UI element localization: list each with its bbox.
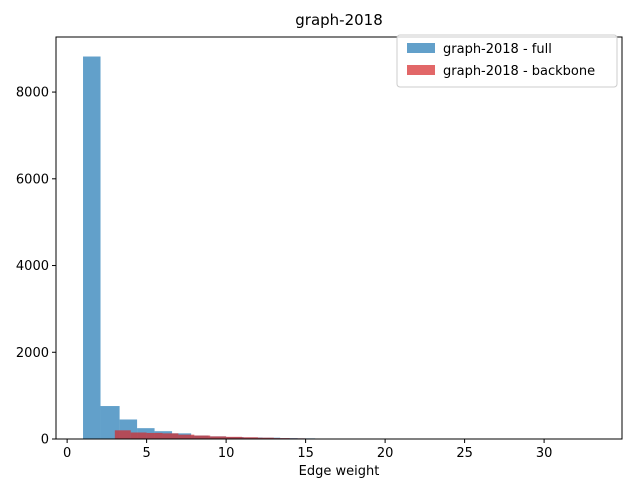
legend: graph-2018 - full graph-2018 - backbone bbox=[396, 34, 618, 88]
y-tick-label: 0 bbox=[41, 433, 49, 448]
x-axis-ticks: 0 5 10 15 20 25 30 bbox=[63, 439, 552, 461]
y-axis-ticks: 0 2000 4000 6000 8000 bbox=[16, 86, 56, 448]
histogram-bar bbox=[194, 435, 211, 439]
y-tick-label: 2000 bbox=[16, 346, 49, 361]
histogram-bar bbox=[226, 436, 243, 439]
histogram-bar bbox=[242, 437, 258, 439]
legend-label: graph-2018 - backbone bbox=[443, 64, 595, 79]
histogram-bar bbox=[146, 432, 163, 439]
legend-swatch bbox=[407, 43, 435, 53]
histogram-bar bbox=[178, 434, 195, 439]
x-tick-label: 25 bbox=[456, 446, 473, 461]
histogram-bar bbox=[130, 432, 147, 439]
legend-swatch bbox=[407, 65, 435, 75]
x-tick-label: 0 bbox=[63, 446, 71, 461]
x-tick-label: 20 bbox=[377, 446, 394, 461]
legend-label: graph-2018 - full bbox=[443, 42, 552, 57]
histogram-bar bbox=[210, 436, 227, 439]
x-axis-label: Edge weight bbox=[299, 464, 380, 479]
x-tick-label: 5 bbox=[142, 446, 150, 461]
x-tick-label: 15 bbox=[297, 446, 314, 461]
histogram-bar bbox=[257, 437, 274, 439]
legend-box bbox=[396, 34, 618, 88]
y-tick-label: 4000 bbox=[16, 259, 49, 274]
chart-title: graph-2018 bbox=[295, 11, 383, 29]
x-tick-label: 30 bbox=[536, 446, 553, 461]
plot-frame bbox=[55, 36, 623, 440]
y-tick-label: 8000 bbox=[16, 86, 49, 101]
histogram-bar bbox=[162, 433, 179, 439]
histogram-bar bbox=[114, 430, 131, 439]
histogram-bar bbox=[83, 56, 101, 439]
x-tick-label: 10 bbox=[218, 446, 235, 461]
y-tick-label: 6000 bbox=[16, 172, 49, 187]
